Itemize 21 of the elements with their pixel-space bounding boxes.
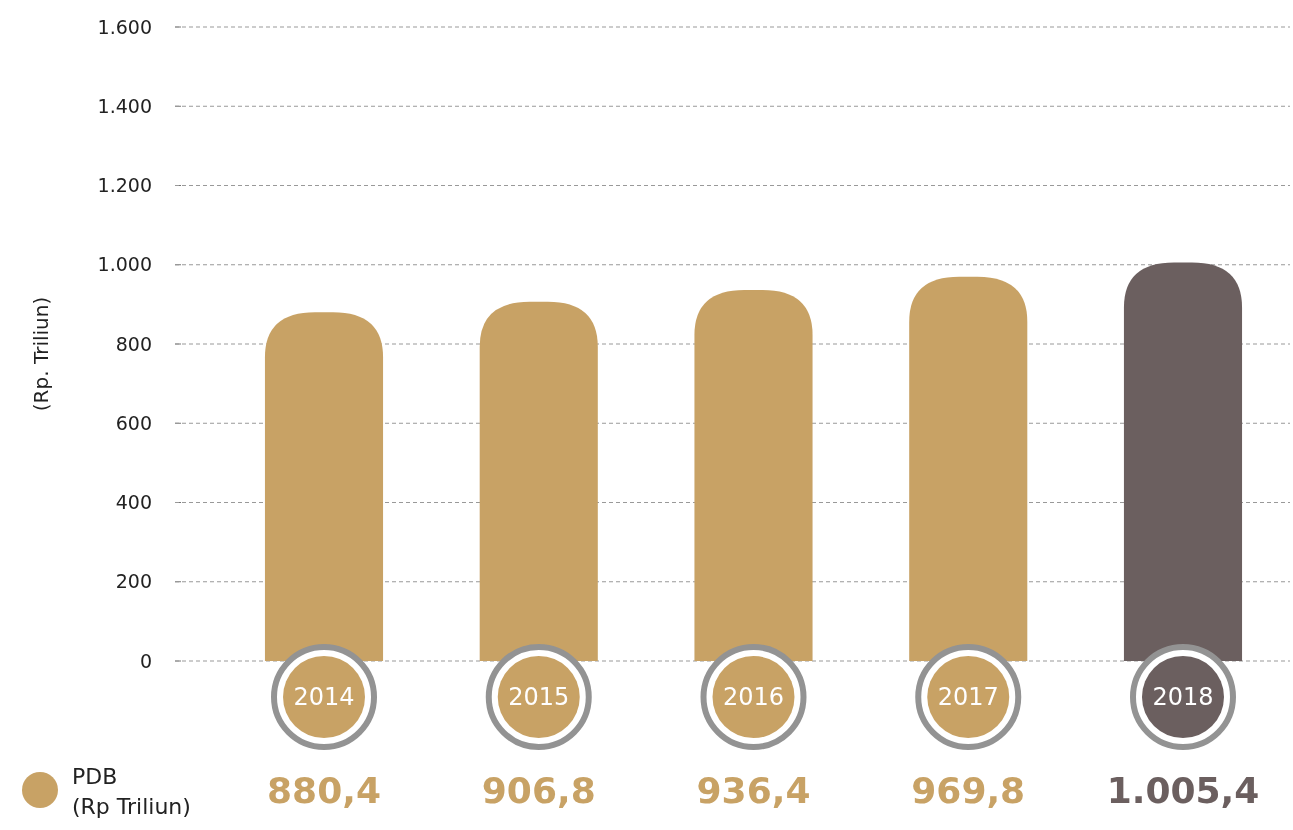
y-tick-label: 1.600 xyxy=(97,15,152,38)
x-tick-label: 2015 xyxy=(508,683,570,712)
y-tick-label: 1.200 xyxy=(97,174,152,197)
x-tick-label: 2017 xyxy=(937,683,999,712)
y-tick-label: 400 xyxy=(115,491,152,514)
y-axis-title: (Rp. Triliun) xyxy=(29,296,53,412)
y-tick-label: 1.000 xyxy=(97,253,152,276)
legend-label: PDB (Rp Triliun) xyxy=(72,764,191,819)
data-label: 969,8 xyxy=(911,770,1026,811)
y-tick-label: 600 xyxy=(115,411,152,434)
data-label: 880,4 xyxy=(267,770,381,811)
data-label: 936,4 xyxy=(696,770,811,811)
y-tick-label: 800 xyxy=(115,332,152,355)
y-tick-label: 1.400 xyxy=(97,94,152,117)
data-label: 906,8 xyxy=(481,770,596,811)
y-tick-label: 0 xyxy=(139,649,152,672)
x-tick-label: 2016 xyxy=(722,683,785,712)
x-tick-label: 2014 xyxy=(293,683,355,712)
y-tick-label: 200 xyxy=(115,570,152,593)
x-tick-label: 2018 xyxy=(1152,683,1214,712)
data-label: 1.005,4 xyxy=(1106,770,1260,811)
